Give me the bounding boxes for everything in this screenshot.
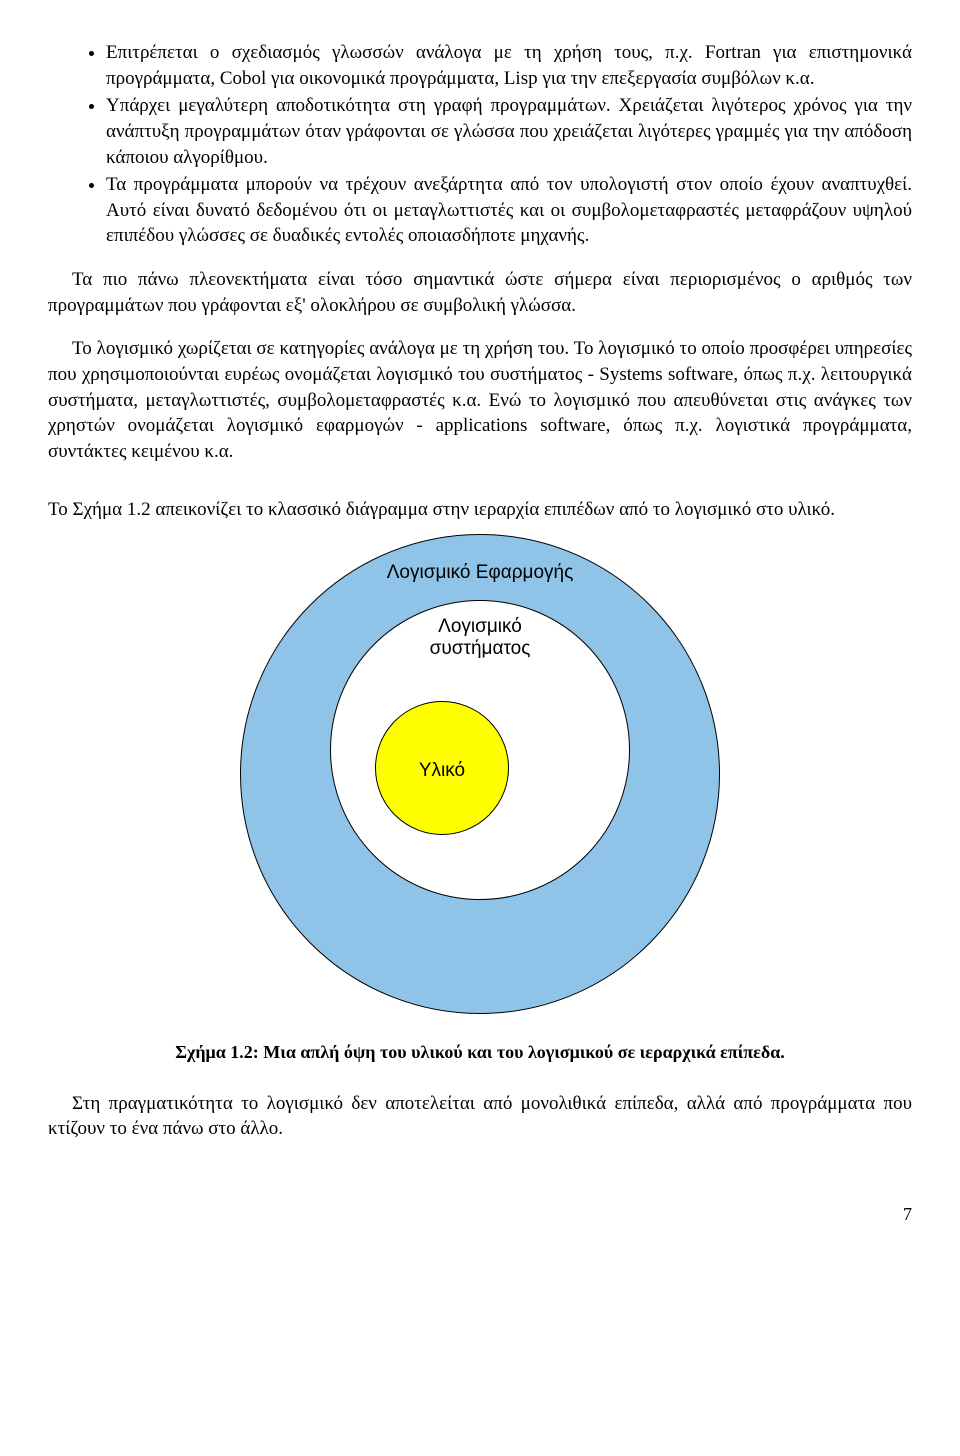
bullet-item: Επιτρέπεται ο σχεδιασμός γλωσσών ανάλογα… xyxy=(106,40,912,91)
paragraph: Το Σχήμα 1.2 απεικονίζει το κλασσικό διά… xyxy=(48,497,912,523)
diagram-label-sys2: συστήματος xyxy=(380,636,580,662)
figure-caption: Σχήμα 1.2: Μια απλή όψη του υλικού και τ… xyxy=(48,1040,912,1064)
hierarchy-diagram: Λογισμικό ΕφαρμογήςΛογισμικόσυστήματοςΥλ… xyxy=(48,534,912,1014)
diagram-label-hw: Υλικό xyxy=(342,758,542,784)
bullet-item: Υπάρχει μεγαλύτερη αποδοτικότητα στη γρα… xyxy=(106,93,912,170)
diagram-label-app: Λογισμικό Εφαρμογής xyxy=(380,560,580,586)
paragraph: Στη πραγματικότητα το λογισμικό δεν αποτ… xyxy=(48,1091,912,1142)
bullet-item: Τα προγράμματα μπορούν να τρέχουν ανεξάρ… xyxy=(106,172,912,249)
paragraph: Τα πιο πάνω πλεονεκτήματα είναι τόσο σημ… xyxy=(48,267,912,318)
bullet-list: Επιτρέπεται ο σχεδιασμός γλωσσών ανάλογα… xyxy=(48,40,912,249)
paragraph: Το λογισμικό χωρίζεται σε κατηγορίες ανά… xyxy=(48,336,912,464)
page-number: 7 xyxy=(48,1202,912,1226)
